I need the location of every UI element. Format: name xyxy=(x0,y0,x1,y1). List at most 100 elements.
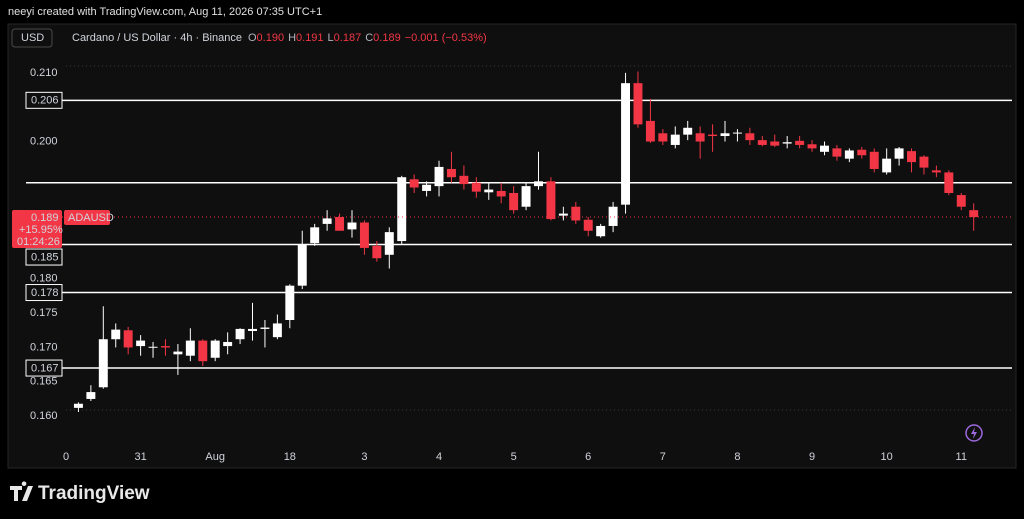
symbol-tag-box xyxy=(64,210,110,226)
candle-body xyxy=(683,127,693,135)
candle-body xyxy=(471,182,481,192)
candle-body xyxy=(956,195,966,207)
y-tick-label: 0.180 xyxy=(30,273,58,285)
x-tick-label: 8 xyxy=(734,451,740,463)
change: −0.001 (−0.53%) xyxy=(405,32,487,44)
ohlc-key: O xyxy=(248,32,257,44)
ohlc-value: 0.189 xyxy=(373,32,401,44)
candle-body xyxy=(770,141,780,146)
candle-body xyxy=(645,120,655,142)
ohlc-value: 0.190 xyxy=(257,32,285,44)
candle-body xyxy=(409,179,419,188)
candle-body xyxy=(310,227,320,244)
candle-body xyxy=(919,156,929,168)
level-label: 0.185 xyxy=(31,251,59,263)
level-box xyxy=(25,248,63,266)
candle-body xyxy=(732,132,742,134)
candle-body xyxy=(384,232,394,255)
price-value: 0.189 xyxy=(31,212,59,224)
x-tick-label: 18 xyxy=(284,451,296,463)
candle-body xyxy=(248,328,257,331)
candle-body xyxy=(260,327,270,329)
candle-body xyxy=(782,142,792,144)
y-tick-label: 0.170 xyxy=(30,341,58,353)
candle-body xyxy=(521,186,531,207)
candle-body xyxy=(633,83,643,125)
candle-body xyxy=(907,151,917,163)
x-tick-label: Aug xyxy=(205,451,225,463)
candle-body xyxy=(185,340,195,356)
footer-logo: TradingView xyxy=(38,483,150,504)
candle-body xyxy=(285,285,295,320)
candle-body xyxy=(795,140,805,145)
candle-body xyxy=(745,133,755,141)
candle-body xyxy=(223,341,233,347)
candle-body xyxy=(969,210,979,218)
candle-body xyxy=(359,222,369,248)
candle-body xyxy=(198,340,208,362)
candle-body xyxy=(882,158,892,173)
currency[interactable]: USD xyxy=(21,32,44,44)
price-tag xyxy=(12,210,62,249)
candle-body xyxy=(596,225,606,237)
level-box xyxy=(25,359,63,377)
candle-body xyxy=(757,140,767,145)
candle-body xyxy=(509,193,519,211)
x-tick-label: 31 xyxy=(134,451,146,463)
candle-body xyxy=(422,184,432,191)
candle-body xyxy=(832,148,842,157)
candle-body xyxy=(869,151,879,169)
candle-body xyxy=(434,166,444,187)
candle-body xyxy=(944,172,954,193)
candle-body xyxy=(894,148,904,159)
symbol: Cardano / US Dollar · 4h · Binance xyxy=(72,32,242,44)
candle-body xyxy=(235,328,245,340)
candle-body xyxy=(608,206,618,226)
candle-body xyxy=(123,330,133,348)
level-box xyxy=(25,284,63,302)
level-box xyxy=(25,91,63,109)
candle-body xyxy=(372,245,382,259)
candle-body xyxy=(397,177,407,242)
x-tick-label: 3 xyxy=(361,451,367,463)
x-tick-label: 9 xyxy=(809,451,815,463)
candle-body xyxy=(272,323,282,338)
candle-body xyxy=(111,329,121,340)
candle-body xyxy=(583,219,593,231)
candle-body xyxy=(347,222,357,230)
ohlc-value: 0.191 xyxy=(296,32,324,44)
candle-body xyxy=(73,403,83,408)
candle-body xyxy=(335,217,345,231)
candle-body xyxy=(546,181,556,220)
candle-body xyxy=(931,170,941,173)
candle-body xyxy=(534,181,543,187)
candle-body xyxy=(571,206,581,221)
y-tick-label: 0.160 xyxy=(30,410,58,422)
candle-body xyxy=(844,150,854,159)
candle-body xyxy=(459,175,469,185)
currency-button[interactable] xyxy=(11,28,53,48)
candle-body xyxy=(322,218,332,224)
countdown: 01:24:26 xyxy=(17,236,60,248)
candle-body xyxy=(807,144,817,149)
candle-body xyxy=(148,346,158,348)
candle-body xyxy=(210,340,220,358)
candle-body xyxy=(621,83,631,205)
toolbar-legend: Cardano / US Dollar · 4h · Binance O0.190… xyxy=(72,32,487,44)
ohlc-key: H xyxy=(288,32,296,44)
candle-body xyxy=(720,133,730,137)
candle-body xyxy=(297,244,307,286)
candle-body xyxy=(160,346,170,348)
x-tick-label: 5 xyxy=(511,451,517,463)
tradingview-logo xyxy=(10,481,33,501)
caption: neeyi created with TradingView.com, Aug … xyxy=(8,6,322,18)
candle-body xyxy=(857,149,867,156)
ohlc-key: C xyxy=(365,32,373,44)
bolt-icon[interactable] xyxy=(965,424,983,442)
candle-body xyxy=(708,134,718,137)
y-tick-label: 0.200 xyxy=(30,135,58,147)
candle-body xyxy=(695,133,705,142)
candle-body xyxy=(136,340,146,347)
candle-body xyxy=(173,351,183,355)
